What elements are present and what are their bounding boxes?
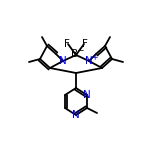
Text: B: B — [71, 49, 79, 59]
Text: F: F — [82, 39, 88, 49]
Text: N: N — [85, 56, 93, 66]
Text: +: + — [91, 52, 97, 62]
Text: −: − — [77, 47, 83, 55]
Text: N: N — [72, 110, 80, 120]
Text: F: F — [64, 39, 70, 49]
Text: N: N — [59, 56, 67, 66]
Text: N: N — [83, 90, 91, 100]
